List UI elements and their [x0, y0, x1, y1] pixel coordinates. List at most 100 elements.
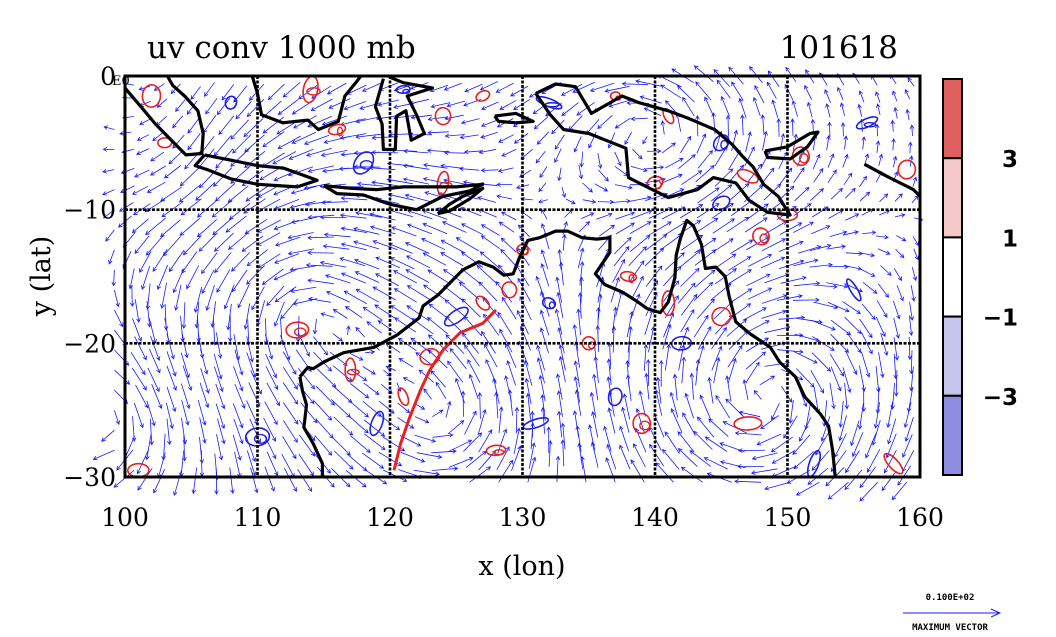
wind-vector	[893, 300, 901, 320]
wind-vector	[243, 118, 264, 138]
wind-vector	[909, 124, 915, 137]
contour-loop	[752, 227, 770, 246]
wind-vector	[179, 217, 201, 236]
wind-vector	[704, 436, 728, 452]
wind-vector	[506, 360, 516, 386]
wind-vector	[480, 235, 501, 250]
wind-vector	[430, 102, 451, 109]
wind-vector	[596, 212, 613, 220]
wind-vector	[232, 434, 242, 461]
wind-vector	[332, 309, 348, 319]
wind-vector	[483, 313, 500, 336]
contour-loop	[359, 159, 374, 170]
wind-vector	[513, 427, 521, 454]
wind-vector	[484, 343, 498, 368]
wind-vector	[196, 315, 201, 343]
wind-vector	[459, 166, 480, 172]
wind-vector	[655, 376, 662, 404]
wind-vector	[551, 119, 565, 135]
wind-vector	[339, 133, 367, 140]
wind-vector	[277, 135, 302, 149]
wind-vector	[894, 370, 899, 397]
wind-vector	[537, 199, 548, 204]
wind-vector	[714, 168, 734, 187]
wind-vector	[827, 153, 835, 168]
wind-vector	[629, 234, 651, 252]
wind-vector	[403, 149, 429, 154]
wind-vector	[246, 450, 257, 477]
wind-vector	[896, 235, 907, 242]
wind-vector	[695, 217, 719, 233]
wind-vector	[393, 288, 417, 303]
wind-vector	[908, 141, 913, 154]
wind-vector	[655, 462, 674, 483]
wind-vector	[861, 136, 866, 150]
wind-vector	[561, 102, 579, 117]
wind-vector	[745, 361, 760, 383]
wind-vector	[728, 269, 752, 284]
wind-vector	[304, 200, 332, 207]
wind-vector	[103, 125, 115, 130]
contour-loop	[336, 126, 344, 137]
wind-vector	[398, 357, 414, 368]
wind-vector	[139, 118, 151, 125]
wind-vector	[114, 289, 120, 308]
wind-vector	[676, 85, 695, 103]
wind-vector	[316, 368, 337, 388]
wind-vector	[630, 116, 648, 122]
contour-loop	[845, 278, 862, 302]
wind-vector	[859, 175, 867, 188]
wind-vector	[216, 97, 231, 116]
wind-vector	[622, 393, 631, 420]
wind-vector	[586, 118, 600, 135]
wind-vector	[611, 199, 631, 204]
wind-vector	[101, 429, 115, 442]
wind-vector	[280, 335, 291, 361]
wind-vector	[312, 318, 318, 335]
wind-vector	[246, 336, 254, 363]
wind-vector	[745, 351, 767, 370]
wind-vector	[290, 216, 318, 224]
wind-vector	[349, 353, 364, 361]
wind-vector	[748, 254, 773, 267]
wind-vector	[343, 290, 368, 305]
wind-vector	[130, 352, 146, 376]
wind-vector	[200, 368, 210, 394]
wind-vector	[605, 457, 616, 483]
wind-vector	[556, 390, 563, 417]
wind-vector	[265, 365, 279, 390]
wind-vector	[557, 410, 563, 438]
wind-vector	[590, 441, 599, 468]
contour-loop	[369, 410, 385, 437]
wind-vector	[393, 270, 417, 284]
wind-vector	[891, 137, 896, 151]
wind-vector	[574, 389, 582, 416]
colorbar: 3 1 −1 −3	[942, 78, 1018, 476]
wind-vector	[320, 150, 348, 158]
wind-vector	[160, 186, 183, 202]
wind-vector	[500, 211, 517, 221]
contour-loop	[493, 449, 505, 456]
wind-vector	[678, 326, 689, 352]
wind-vector	[811, 225, 831, 235]
wind-vector	[781, 385, 793, 403]
wind-vector	[333, 450, 354, 470]
wind-vector	[611, 325, 617, 353]
wind-vector	[440, 252, 464, 267]
wind-vector	[186, 265, 200, 290]
colorbar-label: 1	[1002, 226, 1018, 252]
wind-vector	[400, 451, 426, 463]
wind-vector	[480, 224, 500, 236]
contour-loop	[397, 387, 410, 407]
wind-vector	[736, 464, 764, 469]
wind-vector	[625, 374, 632, 401]
wind-vector	[523, 359, 533, 386]
wind-vector	[614, 236, 632, 254]
wind-vector	[532, 101, 550, 115]
wind-vector	[695, 358, 701, 386]
wind-vector	[480, 168, 499, 173]
wind-vector	[275, 236, 301, 247]
coastline-australia-south	[298, 376, 324, 477]
contour-loop	[619, 270, 638, 283]
